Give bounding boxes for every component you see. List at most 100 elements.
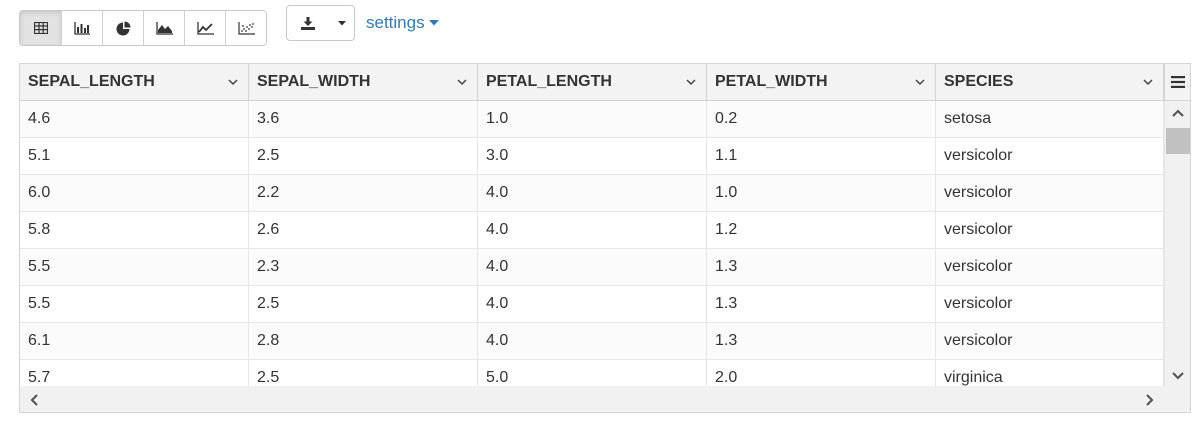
bar-chart-icon	[74, 21, 90, 35]
column-header-label: SPECIES	[944, 73, 1014, 90]
chevron-down-icon[interactable]	[915, 78, 925, 86]
table-row[interactable]: 5.5 2.5 4.0 1.3 versicolor	[20, 286, 1164, 323]
column-header-label: SEPAL_WIDTH	[257, 73, 371, 90]
grid-menu-button[interactable]	[1164, 64, 1190, 101]
table-cell[interactable]: 1.0	[707, 175, 936, 211]
vertical-scroll-thumb[interactable]	[1166, 128, 1190, 154]
column-header-label: SEPAL_LENGTH	[28, 73, 155, 90]
table-cell[interactable]: 5.8	[20, 212, 249, 248]
settings-label: settings	[366, 13, 425, 32]
table-cell[interactable]: versicolor	[936, 323, 1164, 359]
table-cell[interactable]: 6.0	[20, 175, 249, 211]
table-cell[interactable]: versicolor	[936, 175, 1164, 211]
area-chart-button[interactable]	[143, 11, 184, 45]
download-options-toggle[interactable]	[329, 6, 354, 40]
table-cell[interactable]: 5.1	[20, 138, 249, 174]
table-cell[interactable]: 2.5	[249, 286, 478, 322]
column-header-species[interactable]: SPECIES	[936, 64, 1164, 100]
table-cell[interactable]: 4.0	[478, 323, 707, 359]
column-header-sepal-length[interactable]: SEPAL_LENGTH	[20, 64, 249, 100]
scroll-down-arrow[interactable]	[1165, 366, 1190, 386]
scrollbar-corner	[1164, 386, 1190, 412]
chevron-left-icon	[30, 393, 38, 406]
table-cell[interactable]: 3.0	[478, 138, 707, 174]
table-cell[interactable]: 4.0	[478, 175, 707, 211]
pie-chart-button[interactable]	[102, 11, 143, 45]
scroll-right-arrow[interactable]	[1138, 386, 1162, 412]
settings-dropdown[interactable]: settings	[366, 13, 439, 33]
table-cell[interactable]: virginica	[936, 360, 1164, 386]
scroll-left-arrow[interactable]	[22, 386, 46, 412]
table-cell[interactable]: 4.6	[20, 101, 249, 137]
download-icon	[301, 16, 315, 30]
table-cell[interactable]: 1.3	[707, 286, 936, 322]
line-chart-icon	[196, 21, 214, 35]
table-cell[interactable]: 2.5	[249, 360, 478, 386]
chevron-right-icon	[1146, 393, 1154, 406]
table-cell[interactable]: 2.5	[249, 138, 478, 174]
table-row[interactable]: 4.6 3.6 1.0 0.2 setosa	[20, 101, 1164, 138]
table-cell[interactable]: 4.0	[478, 286, 707, 322]
table-cell[interactable]: 2.8	[249, 323, 478, 359]
table-row[interactable]: 5.5 2.3 4.0 1.3 versicolor	[20, 249, 1164, 286]
hamburger-menu-icon	[1171, 76, 1185, 88]
caret-down-icon	[337, 20, 346, 25]
table-cell[interactable]: versicolor	[936, 286, 1164, 322]
table-cell[interactable]: 1.3	[707, 249, 936, 285]
table-row[interactable]: 5.7 2.5 5.0 2.0 virginica	[20, 360, 1164, 386]
table-cell[interactable]: 1.2	[707, 212, 936, 248]
table-cell[interactable]: 2.2	[249, 175, 478, 211]
table-cell[interactable]: 5.0	[478, 360, 707, 386]
table-cell[interactable]: 4.0	[478, 212, 707, 248]
table-cell[interactable]: 0.2	[707, 101, 936, 137]
column-header-sepal-width[interactable]: SEPAL_WIDTH	[249, 64, 478, 100]
table-cell[interactable]: 5.5	[20, 286, 249, 322]
chevron-down-icon[interactable]	[228, 78, 238, 86]
caret-down-icon	[428, 20, 439, 26]
table-cell[interactable]: 1.0	[478, 101, 707, 137]
line-chart-button[interactable]	[184, 11, 225, 45]
download-button[interactable]	[287, 6, 329, 40]
vertical-scrollbar[interactable]	[1164, 101, 1190, 386]
table-row[interactable]: 5.8 2.6 4.0 1.2 versicolor	[20, 212, 1164, 249]
scatter-chart-icon	[237, 21, 255, 35]
visualization-switcher	[19, 10, 267, 46]
chevron-up-icon	[1172, 109, 1184, 117]
table-row[interactable]: 5.1 2.5 3.0 1.1 versicolor	[20, 138, 1164, 175]
table-cell[interactable]: 5.5	[20, 249, 249, 285]
pie-chart-icon	[116, 21, 130, 35]
column-header-petal-length[interactable]: PETAL_LENGTH	[478, 64, 707, 100]
chevron-down-icon[interactable]	[457, 78, 467, 86]
table-cell[interactable]: 2.3	[249, 249, 478, 285]
chevron-down-icon[interactable]	[1143, 78, 1153, 86]
table-cell[interactable]: 5.7	[20, 360, 249, 386]
table-view-button[interactable]	[20, 11, 61, 45]
table-row[interactable]: 6.1 2.8 4.0 1.3 versicolor	[20, 323, 1164, 360]
table-cell[interactable]: 1.3	[707, 323, 936, 359]
table-cell[interactable]: versicolor	[936, 138, 1164, 174]
chevron-down-icon	[1172, 372, 1184, 380]
grid-body: 4.6 3.6 1.0 0.2 setosa 5.1 2.5 3.0 1.1 v…	[20, 101, 1164, 386]
table-cell[interactable]: 1.1	[707, 138, 936, 174]
bar-chart-button[interactable]	[61, 11, 102, 45]
table-row[interactable]: 6.0 2.2 4.0 1.0 versicolor	[20, 175, 1164, 212]
table-cell[interactable]: versicolor	[936, 212, 1164, 248]
horizontal-scrollbar[interactable]	[20, 386, 1164, 412]
grid-header: SEPAL_LENGTH SEPAL_WIDTH PETAL_LENGTH PE…	[20, 64, 1164, 101]
scatter-chart-button[interactable]	[225, 11, 266, 45]
chevron-down-icon[interactable]	[686, 78, 696, 86]
data-grid: SEPAL_LENGTH SEPAL_WIDTH PETAL_LENGTH PE…	[19, 63, 1191, 413]
table-cell[interactable]: 2.6	[249, 212, 478, 248]
table-cell[interactable]: 3.6	[249, 101, 478, 137]
table-cell[interactable]: 2.0	[707, 360, 936, 386]
scroll-up-arrow[interactable]	[1165, 103, 1190, 123]
table-cell[interactable]: 4.0	[478, 249, 707, 285]
download-dropdown	[286, 5, 355, 41]
column-header-label: PETAL_LENGTH	[486, 73, 612, 90]
table-icon	[33, 22, 48, 34]
table-cell[interactable]: versicolor	[936, 249, 1164, 285]
column-header-label: PETAL_WIDTH	[715, 73, 828, 90]
table-cell[interactable]: setosa	[936, 101, 1164, 137]
table-cell[interactable]: 6.1	[20, 323, 249, 359]
column-header-petal-width[interactable]: PETAL_WIDTH	[707, 64, 936, 100]
